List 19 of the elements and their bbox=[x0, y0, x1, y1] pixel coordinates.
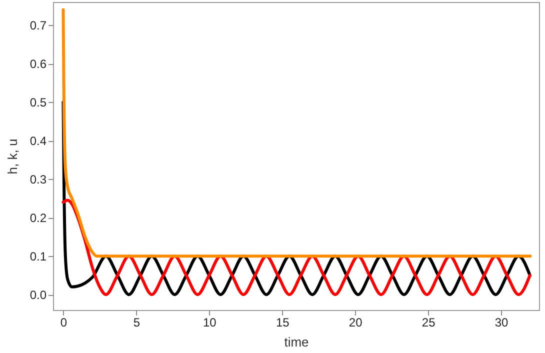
y-tick-label: 0.2 bbox=[30, 211, 47, 226]
y-axis-title: h, k, u bbox=[4, 138, 20, 174]
x-tick-label: 20 bbox=[348, 316, 363, 330]
y-tick-label: 0.1 bbox=[30, 250, 47, 264]
line-series bbox=[62, 198, 532, 296]
x-tick-label: 25 bbox=[422, 316, 436, 330]
y-tick-label: 0.7 bbox=[30, 18, 47, 33]
x-tick-label: 5 bbox=[133, 316, 140, 330]
x-tick-label: 0 bbox=[60, 316, 68, 330]
y-tick-label: 0.6 bbox=[30, 57, 47, 72]
y-tick-label: 0.4 bbox=[30, 134, 47, 148]
y-tick-label: 0.3 bbox=[30, 172, 47, 187]
x-tick-label: 15 bbox=[276, 316, 290, 330]
x-tick-label: 10 bbox=[202, 316, 217, 330]
y-tick-label: 0.0 bbox=[30, 288, 47, 302]
y-tick-label: 0.5 bbox=[30, 96, 47, 110]
x-tick-label: 30 bbox=[494, 316, 509, 330]
x-axis-title: time bbox=[284, 334, 309, 350]
line-series bbox=[62, 8, 532, 258]
